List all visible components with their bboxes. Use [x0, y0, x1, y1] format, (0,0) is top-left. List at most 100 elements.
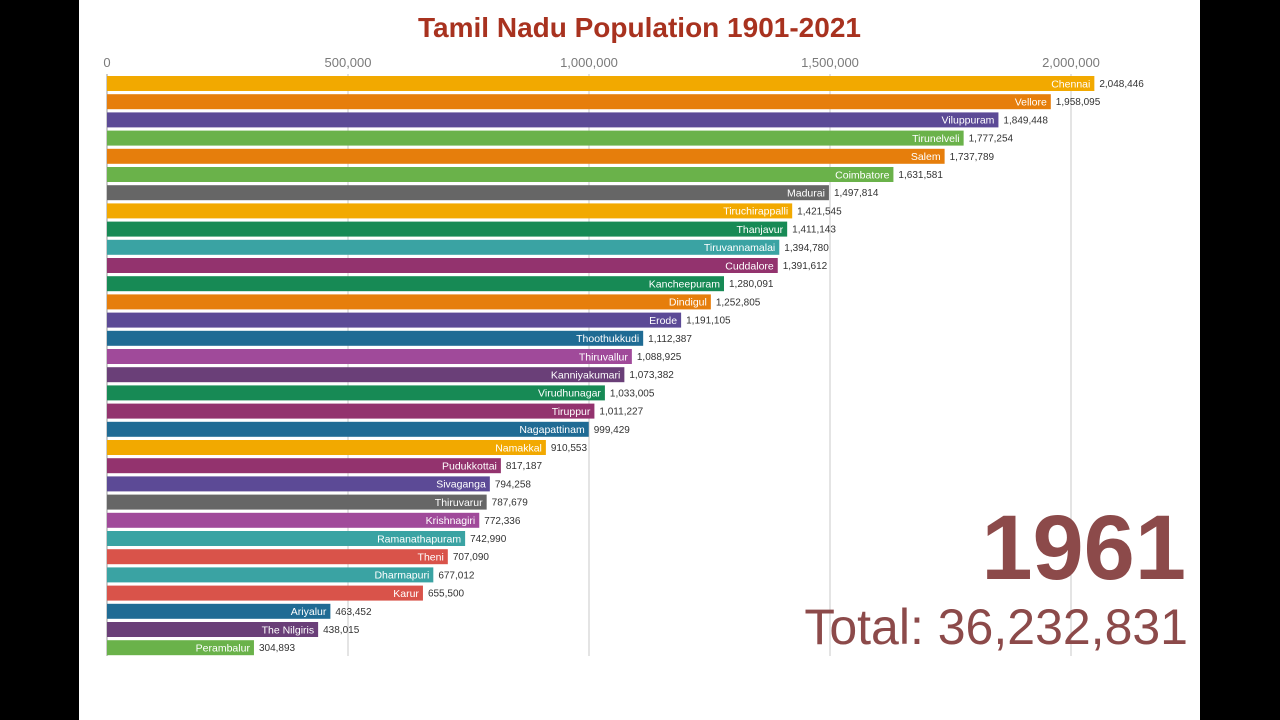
- bar-category-label: Tirunelveli: [912, 133, 959, 145]
- bar: [107, 421, 589, 437]
- bar-group: Dindigul 1,252,805: [107, 294, 761, 310]
- bar: [107, 76, 1095, 91]
- bar-value-label: 1,737,789: [950, 152, 995, 163]
- bar: [107, 403, 595, 419]
- year-display: 1961: [981, 497, 1186, 599]
- bar: [107, 94, 1051, 110]
- bar-group: Coimbatore 1,631,581: [107, 167, 943, 182]
- x-tick-label: 1,500,000: [801, 55, 859, 70]
- chart-canvas: Tamil Nadu Population 1901-2021 0 500,000…: [79, 0, 1200, 720]
- bar: [107, 622, 319, 637]
- bar: [107, 185, 829, 201]
- bar-group: Krishnagiri 772,336: [107, 512, 521, 528]
- bar-group: The Nilgiris 438,015: [107, 622, 360, 637]
- bar-group: Karur 655,500: [107, 585, 465, 601]
- bar: [107, 330, 644, 346]
- bar-category-label: Theni: [418, 552, 444, 564]
- bar: [107, 203, 793, 219]
- bar: [107, 531, 466, 546]
- bar-value-label: 910,553: [551, 443, 588, 454]
- bar: [107, 258, 778, 273]
- bar-value-label: 707,090: [453, 552, 490, 563]
- bar-value-label: 1,191,105: [686, 316, 731, 327]
- bar-category-label: Erode: [649, 315, 677, 327]
- bar-value-label: 655,500: [428, 589, 465, 600]
- bar-value-label: 463,452: [335, 607, 372, 618]
- bar: [107, 640, 254, 656]
- bar-value-label: 1,073,382: [629, 370, 674, 381]
- bar: [107, 494, 487, 510]
- bar-category-label: Dindigul: [669, 297, 707, 309]
- total-prefix: Total:: [804, 599, 924, 655]
- bar-category-label: Tiruvannamalai: [704, 242, 775, 254]
- bar-value-label: 817,187: [506, 461, 543, 472]
- x-tick-label: 2,000,000: [1042, 55, 1100, 70]
- bar: [107, 349, 632, 364]
- bar-category-label: Cuddalore: [725, 260, 774, 272]
- bar: [107, 130, 964, 146]
- bar: [107, 112, 999, 128]
- bar-category-label: Pudukkottai: [442, 461, 497, 473]
- bar-category-label: Vellore: [1015, 97, 1047, 109]
- bar-group: Kanniyakumari 1,073,382: [107, 367, 674, 383]
- bar: [107, 512, 480, 528]
- chart-title: Tamil Nadu Population 1901-2021: [418, 12, 861, 43]
- bar-group: Madurai 1,497,814: [107, 185, 879, 201]
- bar: [107, 367, 625, 383]
- bar: [107, 294, 711, 310]
- bar-value-label: 1,421,545: [797, 206, 842, 217]
- bar-value-label: 1,033,005: [610, 388, 655, 399]
- bar-category-label: Perambalur: [196, 643, 251, 655]
- bar: [107, 239, 780, 255]
- bar-category-label: Karur: [393, 588, 419, 600]
- bar-category-label: Chennai: [1051, 78, 1090, 90]
- bar-group: Ariyalur 463,452: [107, 603, 372, 619]
- bar-group: Kancheepuram 1,280,091: [107, 276, 774, 292]
- bar-category-label: Dharmapuri: [374, 570, 429, 582]
- bar-group: Salem 1,737,789: [107, 148, 995, 164]
- bar-group: Virudhunagar 1,033,005: [107, 385, 655, 401]
- bar-group: Thiruvallur 1,088,925: [107, 349, 682, 364]
- bar-group: Theni 707,090: [107, 549, 490, 565]
- bar-group: Pudukkottai 817,187: [107, 458, 543, 474]
- bar-category-label: Virudhunagar: [538, 388, 601, 400]
- bar-category-label: Thoothukkudi: [576, 333, 639, 345]
- bar-category-label: Kancheepuram: [649, 279, 720, 291]
- bar-category-label: Coimbatore: [835, 169, 889, 181]
- bar-value-label: 1,011,227: [599, 407, 643, 418]
- bar-value-label: 438,015: [323, 625, 360, 636]
- bar-value-label: 304,893: [259, 643, 296, 654]
- bar-value-label: 1,849,448: [1003, 115, 1048, 126]
- x-tick-label: 1,000,000: [560, 55, 618, 70]
- bar-group: Tiruchirappalli 1,421,545: [107, 203, 842, 219]
- bar-category-label: Ramanathapuram: [377, 533, 461, 545]
- bar: [107, 148, 945, 164]
- bar-group: Cuddalore 1,391,612: [107, 258, 828, 273]
- bar: [107, 385, 605, 401]
- bar-group: Thiruvarur 787,679: [107, 494, 528, 510]
- bar-value-label: 1,391,612: [783, 261, 828, 272]
- bar-group: Thanjavur 1,411,143: [107, 221, 836, 237]
- bar-category-label: Sivaganga: [436, 479, 486, 491]
- bar-group: Perambalur 304,893: [107, 640, 296, 656]
- bar-value-label: 742,990: [470, 534, 507, 545]
- bar: [107, 221, 788, 237]
- bar-value-label: 1,411,143: [792, 225, 836, 236]
- bar: [107, 440, 546, 455]
- x-tick-label: 0: [103, 55, 110, 70]
- bar: [107, 585, 423, 601]
- bar-value-label: 2,048,446: [1099, 79, 1144, 90]
- bar-category-label: Thiruvarur: [435, 497, 483, 509]
- bar-category-label: Ariyalur: [291, 606, 327, 618]
- total-value: 36,232,831: [937, 599, 1188, 655]
- bar-value-label: 999,429: [594, 425, 631, 436]
- bar-value-label: 1,112,387: [648, 334, 692, 345]
- bar-group: Sivaganga 794,258: [107, 476, 531, 492]
- bar: [107, 567, 434, 583]
- bar-category-label: Tiruppur: [552, 406, 591, 418]
- bar: [107, 167, 894, 182]
- bar: [107, 458, 501, 474]
- bar-category-label: Thiruvallur: [579, 351, 629, 363]
- bar-value-label: 1,088,925: [637, 352, 682, 363]
- bar-chart-plot: 0 500,000 1,000,000 1,500,000 2,000,000 Chenn…: [103, 55, 1144, 656]
